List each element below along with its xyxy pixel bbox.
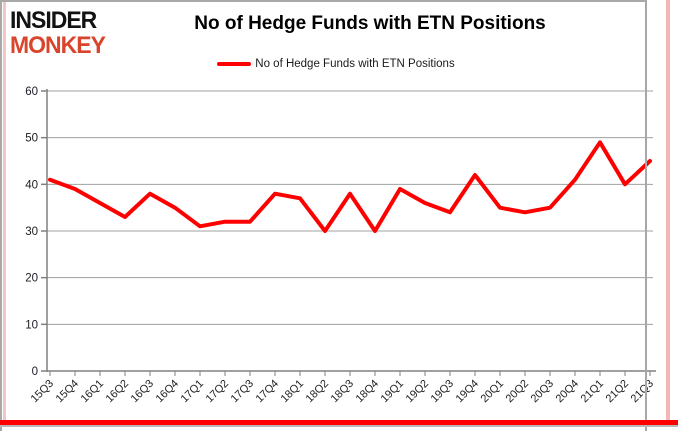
y-axis-label-10: 10 (25, 319, 38, 331)
x-axis-label-17Q2: 17Q2 (204, 378, 232, 406)
legend-line-swatch (217, 62, 252, 66)
x-axis-label-16Q3: 16Q3 (129, 378, 157, 406)
x-axis-label-18Q2: 18Q2 (304, 378, 332, 406)
insider-monkey-logo: INSIDER MONKEY (10, 5, 106, 59)
logo-insider-text: INSIDER (10, 5, 97, 34)
y-axis-label-30: 30 (25, 226, 38, 238)
y-axis-label-60: 60 (25, 86, 38, 98)
logo-monkey-text: MONKEY (10, 31, 106, 59)
chart-legend: No of Hedge Funds with ETN Positions (0, 58, 672, 70)
y-axis-label-40: 40 (25, 179, 38, 191)
x-axis-label-19Q2: 19Q2 (404, 378, 432, 406)
x-axis-label-17Q3: 17Q3 (229, 378, 257, 406)
chart-title: No of Hedge Funds with ETN Positions (194, 13, 546, 34)
x-axis-label-20Q2: 20Q2 (504, 378, 532, 406)
x-axis-label-16Q2: 16Q2 (104, 378, 132, 406)
x-axis-label-21Q2: 21Q2 (604, 378, 632, 406)
y-axis-label-50: 50 (25, 133, 38, 145)
y-axis-label-0: 0 (32, 366, 38, 378)
x-axis-label-19Q4: 19Q4 (454, 378, 482, 406)
x-axis-label-21Q1: 21Q1 (579, 378, 607, 406)
x-axis-label-20Q4: 20Q4 (554, 378, 582, 406)
x-axis-label-19Q1: 19Q1 (379, 378, 407, 406)
x-axis-label-15Q3: 15Q3 (29, 378, 57, 406)
legend-label: No of Hedge Funds with ETN Positions (255, 58, 455, 70)
x-axis-label-19Q3: 19Q3 (429, 378, 457, 406)
x-axis-label-18Q4: 18Q4 (354, 378, 382, 406)
x-axis-label-16Q4: 16Q4 (154, 378, 182, 406)
series-line-hedge-funds (48, 140, 652, 233)
y-axis-label-20: 20 (25, 273, 38, 285)
x-axis-label-17Q1: 17Q1 (179, 378, 207, 406)
x-axis-label-18Q1: 18Q1 (279, 378, 307, 406)
x-axis-label-20Q3: 20Q3 (529, 378, 557, 406)
x-axis-label-21Q3: 21Q3 (629, 378, 657, 406)
x-axis-label-20Q1: 20Q1 (479, 378, 507, 406)
x-axis-label-15Q4: 15Q4 (54, 378, 82, 406)
x-axis-label-17Q4: 17Q4 (254, 378, 282, 406)
x-axis-label-16Q1: 16Q1 (79, 378, 107, 406)
x-axis-label-18Q3: 18Q3 (329, 378, 357, 406)
